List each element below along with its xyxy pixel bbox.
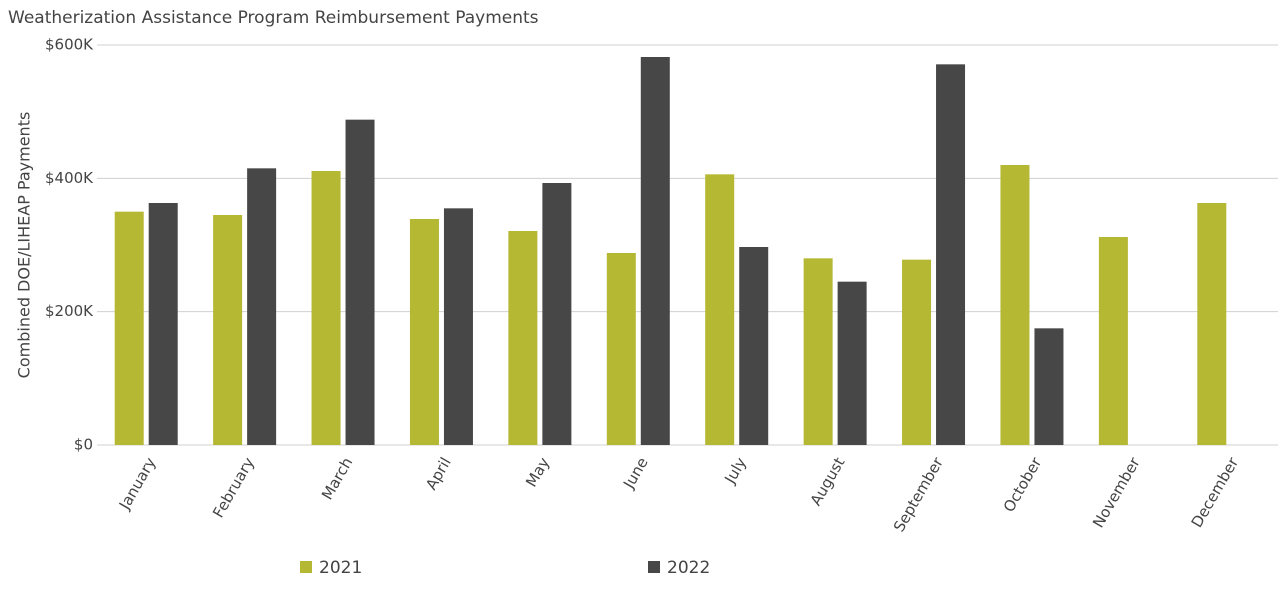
y-axis-label: Combined DOE/LIHEAP Payments: [15, 112, 34, 379]
y-tick-label: $400K: [45, 169, 94, 187]
chart-title: Weatherization Assistance Program Reimbu…: [8, 8, 539, 28]
y-tick-label: $200K: [45, 302, 94, 320]
bar: [443, 208, 473, 445]
x-tick-label: February: [209, 454, 258, 521]
bar: [837, 281, 867, 445]
bar: [1034, 328, 1064, 445]
bar: [705, 174, 735, 446]
bar: [213, 215, 243, 445]
bar: [247, 168, 277, 446]
bar: [606, 253, 636, 445]
legend-label: 2022: [667, 558, 710, 578]
x-tick-label: August: [807, 454, 849, 509]
bar: [936, 64, 966, 445]
x-tick-label: October: [1000, 454, 1046, 516]
x-tick-label: January: [115, 454, 160, 513]
x-tick-label: September: [890, 454, 947, 536]
x-tick-label: June: [619, 454, 651, 492]
legend-swatch: [648, 561, 660, 573]
bar: [1098, 237, 1128, 445]
bar: [148, 203, 178, 445]
bar: [803, 258, 833, 445]
x-tick-label: November: [1089, 454, 1144, 531]
x-tick-label: April: [422, 454, 455, 493]
y-tick-label: $600K: [45, 36, 94, 54]
bar: [345, 119, 375, 446]
bar: [114, 211, 144, 445]
bar: [311, 171, 341, 445]
bar: [409, 219, 439, 445]
bar: [508, 231, 538, 445]
bar: [542, 183, 572, 445]
legend-swatch: [300, 561, 312, 573]
x-tick-label: December: [1188, 454, 1243, 531]
bar: [739, 247, 769, 445]
legend-label: 2021: [319, 558, 362, 578]
bar: [640, 57, 670, 445]
y-tick-label: $0: [74, 436, 93, 454]
x-tick-label: March: [318, 454, 356, 503]
bar: [1197, 203, 1227, 445]
bar: [902, 259, 932, 445]
bar: [1000, 165, 1030, 445]
x-tick-label: May: [522, 454, 553, 490]
x-tick-label: July: [720, 454, 750, 487]
